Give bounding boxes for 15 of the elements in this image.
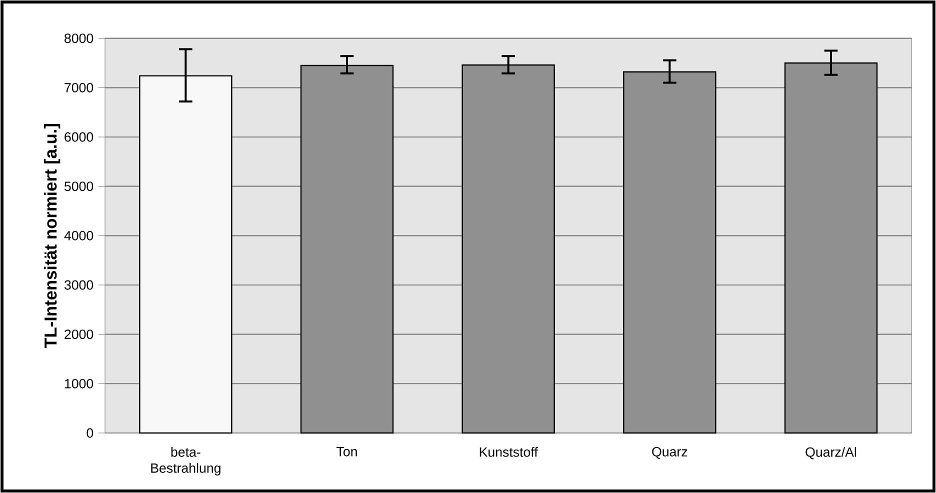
y-tick-label: 1000 bbox=[64, 378, 94, 388]
y-tick-label: 8000 bbox=[64, 34, 94, 44]
y-tick-label: 7000 bbox=[64, 82, 94, 92]
y-tick-label: 0 bbox=[86, 428, 94, 438]
y-tick-label: 4000 bbox=[64, 230, 94, 240]
y-axis-title: TL-Intensität normiert [a.u.] bbox=[44, 124, 60, 348]
y-tick-label: 2000 bbox=[64, 330, 94, 340]
x-tick-label: Kunststoff bbox=[480, 447, 538, 457]
y-tick-label: 5000 bbox=[64, 182, 94, 192]
x-tick-label: Quarz/Al bbox=[806, 447, 856, 460]
x-tick-label: beta-Bestrahlung bbox=[151, 447, 220, 476]
x-tick-label: Ton bbox=[336, 447, 357, 456]
x-tick-label: Quarz bbox=[652, 447, 688, 459]
y-tick-label: 6000 bbox=[64, 132, 94, 142]
y-tick-label: 3000 bbox=[64, 280, 94, 290]
